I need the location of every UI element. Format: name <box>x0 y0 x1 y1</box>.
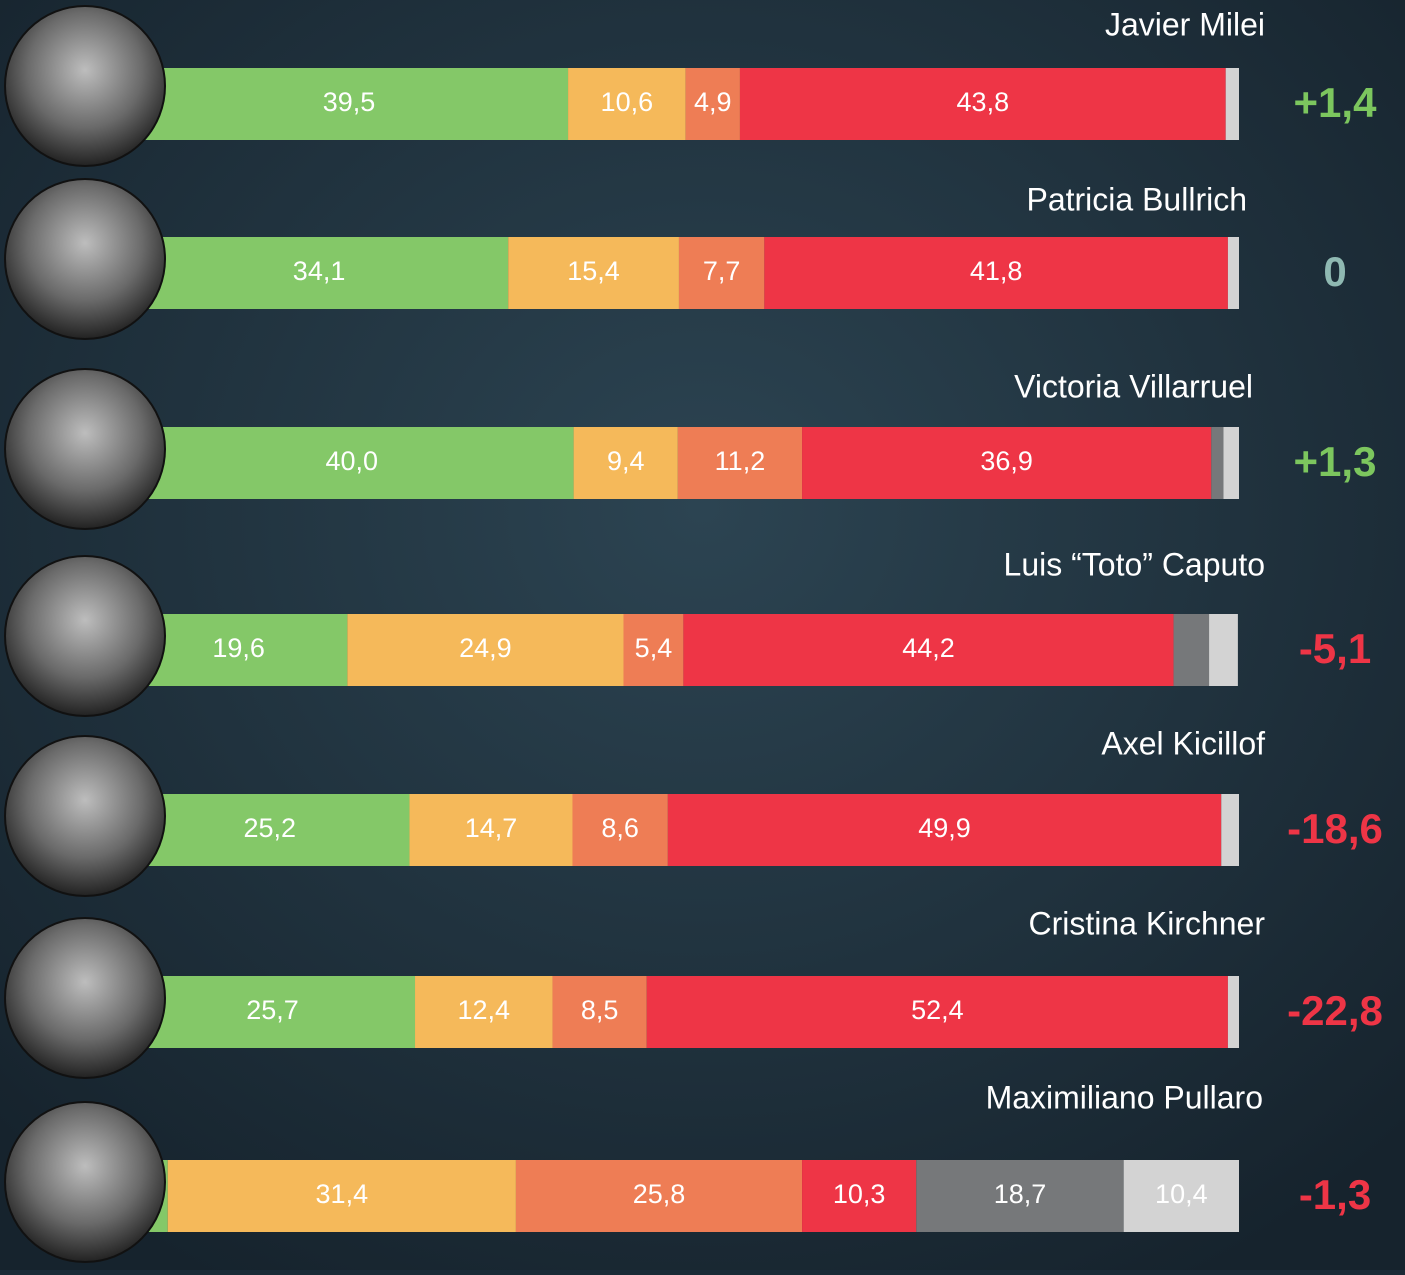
value-label: 14,7 <box>465 813 518 843</box>
chart: Javier Milei 39,5 10,6 4,9 43,8 +1,4 Patricia … <box>0 0 1405 1270</box>
value-label: 8,6 <box>601 813 639 843</box>
category-label: Javier Milei <box>1105 6 1265 42</box>
bar-segment <box>1228 976 1239 1048</box>
category-label: Cristina Kirchner <box>1028 905 1265 941</box>
net-change: -22,8 <box>1287 987 1383 1034</box>
portrait <box>5 556 165 716</box>
value-label: 25,2 <box>243 813 296 843</box>
value-label: 44,2 <box>902 633 955 663</box>
bar-segment <box>1221 794 1239 866</box>
bar-segment <box>1223 427 1239 499</box>
value-label: 19,6 <box>212 633 265 663</box>
value-label: 31,4 <box>316 1179 369 1209</box>
category-label: Axel Kicillof <box>1101 725 1265 761</box>
value-label: 15,4 <box>567 256 620 286</box>
value-label: 52,4 <box>911 995 964 1025</box>
value-label: 40,0 <box>326 446 379 476</box>
value-label: 34,1 <box>293 256 346 286</box>
net-change: 0 <box>1323 248 1346 295</box>
portrait <box>5 736 165 896</box>
portrait <box>5 179 165 339</box>
category-label: Luis “Toto” Caputo <box>1004 546 1265 582</box>
value-label: 10,3 <box>833 1179 886 1209</box>
category-label: Patricia Bullrich <box>1026 181 1247 217</box>
bar-segment <box>1228 237 1239 309</box>
value-label: 9,4 <box>607 446 645 476</box>
bar-segment <box>1174 614 1209 686</box>
value-label: 4,9 <box>694 87 732 117</box>
page: Javier Milei 39,5 10,6 4,9 43,8 +1,4 Patricia … <box>0 0 1405 1270</box>
value-label: 7,7 <box>703 256 741 286</box>
value-label: 49,9 <box>918 813 971 843</box>
net-change: +1,3 <box>1294 438 1377 485</box>
value-label: 11,2 <box>715 446 766 476</box>
category-label: Maximiliano Pullaro <box>986 1079 1263 1115</box>
value-label: 12,4 <box>457 995 510 1025</box>
value-label: 41,8 <box>970 256 1023 286</box>
portrait <box>5 918 165 1078</box>
bar-segment <box>1211 427 1223 499</box>
bar-segment <box>1226 68 1239 140</box>
bar-segment <box>1209 614 1238 686</box>
value-label: 39,5 <box>323 87 376 117</box>
value-label: 10,6 <box>601 87 654 117</box>
value-label: 18,7 <box>994 1179 1047 1209</box>
net-change: +1,4 <box>1294 79 1378 126</box>
net-change: -1,3 <box>1299 1171 1371 1218</box>
value-label: 8,5 <box>581 995 619 1025</box>
value-label: 43,8 <box>957 87 1010 117</box>
portrait <box>5 369 165 529</box>
portrait <box>5 6 165 166</box>
category-label: Victoria Villarruel <box>1014 368 1253 404</box>
value-label: 24,9 <box>459 633 512 663</box>
value-label: 5,4 <box>635 633 673 663</box>
value-label: 25,8 <box>633 1179 686 1209</box>
net-change: -18,6 <box>1287 805 1383 852</box>
portrait <box>5 1102 165 1262</box>
value-label: 36,9 <box>980 446 1033 476</box>
value-label: 25,7 <box>246 995 299 1025</box>
net-change: -5,1 <box>1299 625 1371 672</box>
value-label: 10,4 <box>1155 1179 1208 1209</box>
